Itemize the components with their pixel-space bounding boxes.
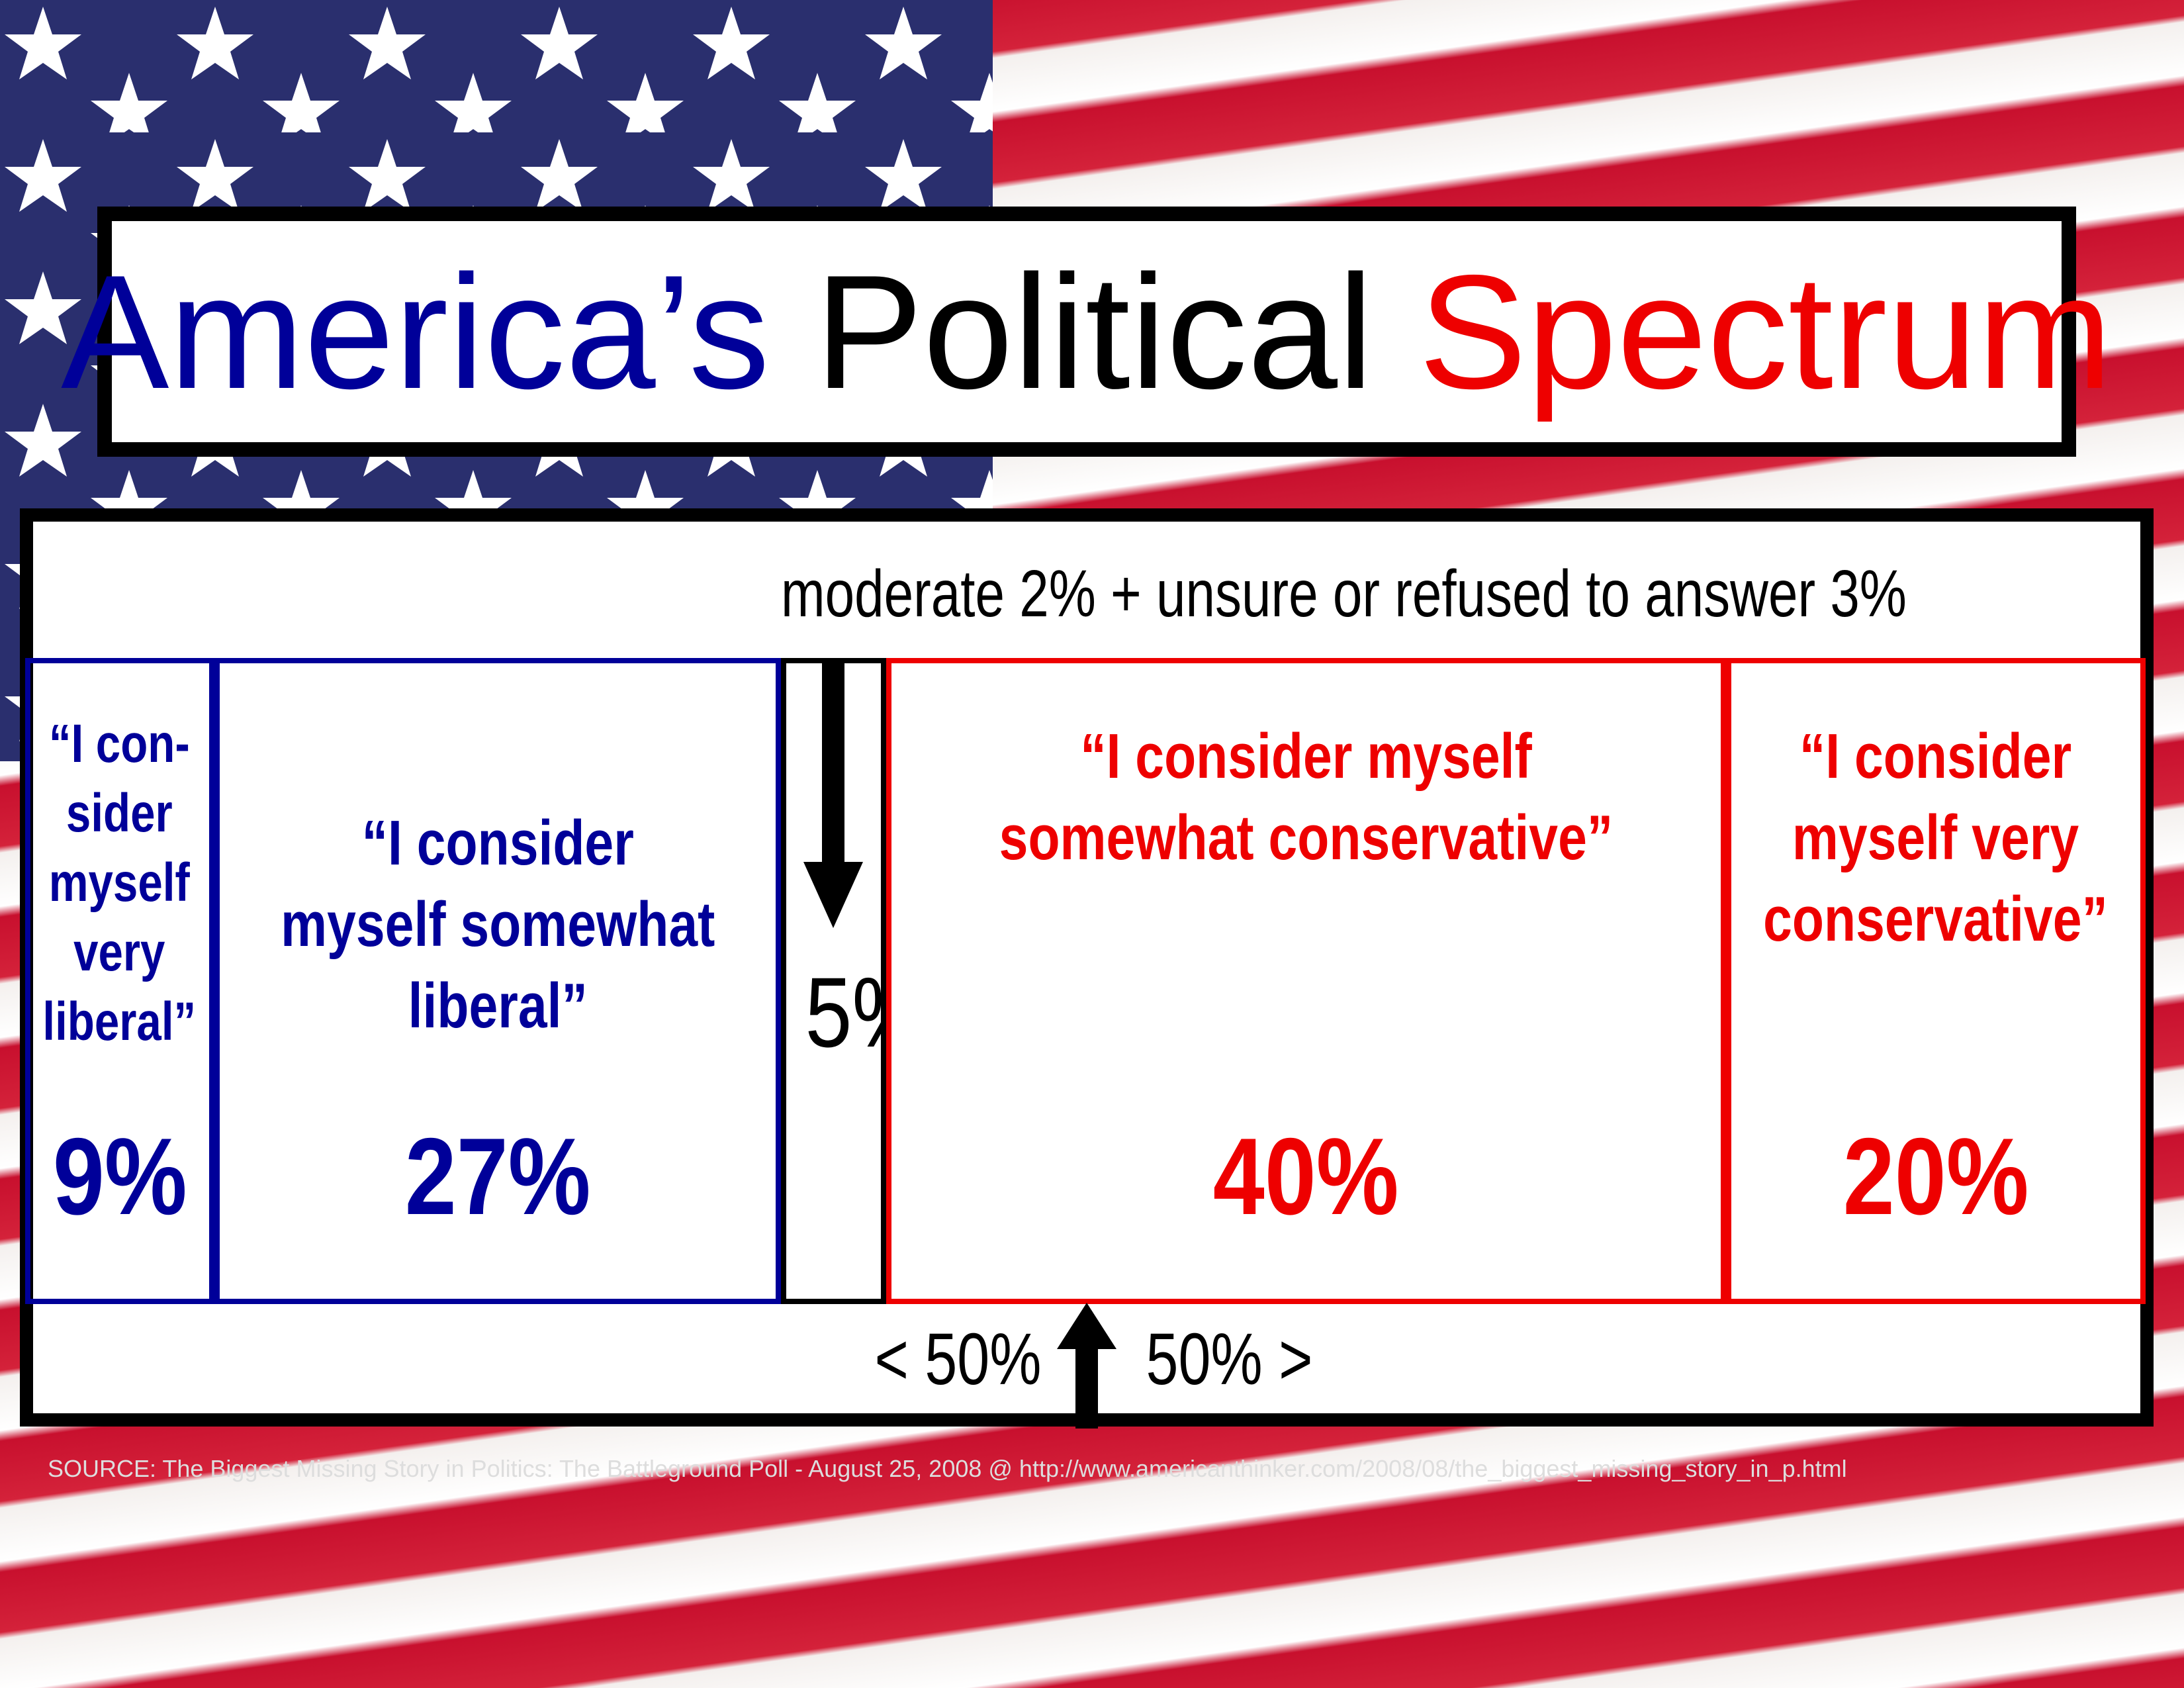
segment-label: “I consider myself somewhat liberal” xyxy=(280,808,715,1041)
segment-value: 27% xyxy=(404,1115,591,1237)
midpoint-arrow xyxy=(1057,1303,1116,1429)
segment-label-box: “I consider myself somewhat conservative… xyxy=(891,663,1721,1114)
segment-label: “I con-sider myself very liberal” xyxy=(42,714,197,1052)
down-arrow xyxy=(803,663,864,928)
source: SOURCE: The Biggest Missing Story in Pol… xyxy=(48,1455,1847,1482)
segment-value: 20% xyxy=(1843,1115,2029,1237)
title-box: America’s Political Spectrum xyxy=(61,207,2113,457)
left-half-label: < 50% xyxy=(874,1319,1042,1400)
segment-label-box: “I con-sider myself very liberal” xyxy=(30,663,209,1114)
right-half-label: 50% > xyxy=(1146,1319,1313,1400)
segment: “I consider myself somewhat conservative… xyxy=(886,658,1726,1304)
segment-label-box: “I consider myself somewhat liberal” xyxy=(220,663,776,1114)
title-part: America’s xyxy=(61,240,770,422)
segment: “I consider myself somewhat liberal” 27% xyxy=(214,658,781,1304)
segment-value: 9% xyxy=(52,1115,187,1237)
segment-row: “I con-sider myself very liberal” 9% “I co… xyxy=(25,658,2146,1304)
segment-value: 40% xyxy=(1212,1115,1399,1237)
segment-value: 5% xyxy=(805,957,881,1068)
segment-label: “I consider myself very conservative” xyxy=(1763,721,2109,955)
segment: “I con-sider myself very liberal” 9% xyxy=(25,658,214,1304)
segment: “I consider myself very conservative” 20% xyxy=(1725,658,2146,1304)
segment-label: “I consider myself somewhat conservative… xyxy=(999,721,1613,873)
segment: 5% xyxy=(781,658,886,1304)
segment-label-box: “I consider myself very conservative” xyxy=(1731,663,2140,1114)
note: moderate 2% + unsure or refused to answe… xyxy=(781,557,1907,631)
title-part: Spectrum xyxy=(1418,240,2113,422)
title-part: Political xyxy=(815,240,1374,422)
